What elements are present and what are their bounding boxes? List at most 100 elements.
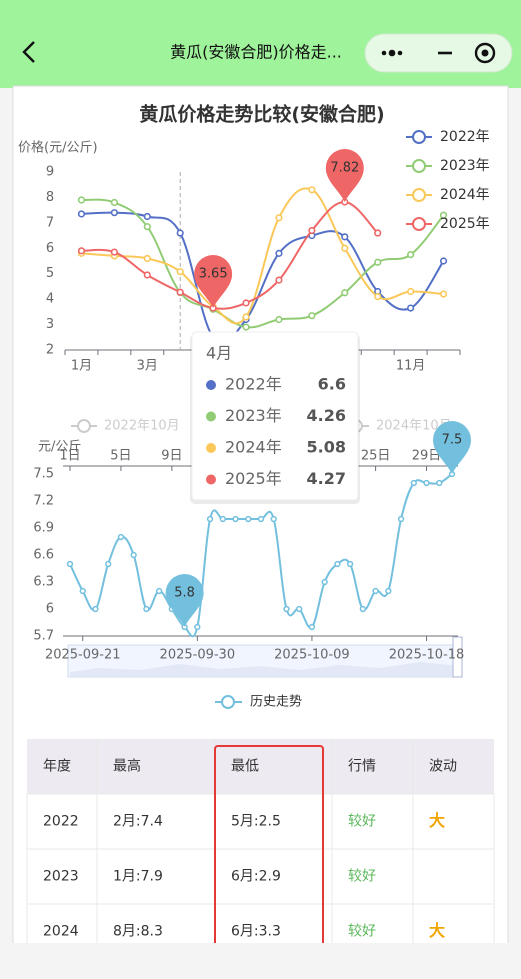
table-header-cell: 年度	[43, 759, 71, 775]
x-tick-label: 3月	[137, 359, 158, 374]
tooltip-name: 2023年	[225, 406, 282, 425]
point	[385, 587, 392, 595]
x-tick-label: 1月	[71, 359, 92, 374]
legend-icon	[77, 419, 91, 433]
legend-label: 2024年	[440, 187, 490, 203]
charts: 黄瓜价格走势比较(安徽合肥)价格(元/公斤)234567891月3月5月7月9月…	[18, 103, 490, 710]
point	[439, 257, 448, 265]
mark-pin	[325, 149, 364, 203]
point	[242, 313, 250, 321]
point	[79, 587, 86, 595]
mark-pin-label: 5.8	[174, 586, 195, 601]
table-cell: 大	[429, 921, 445, 940]
y-tick-label: 5	[46, 266, 54, 281]
mark-pin	[433, 421, 471, 474]
legend-icon	[412, 188, 426, 202]
point	[105, 560, 112, 568]
data-zoom-shadow	[70, 662, 460, 676]
mark-pin-label: 7.82	[330, 161, 359, 176]
point	[143, 271, 151, 279]
point	[130, 551, 137, 559]
point	[410, 479, 417, 487]
point	[346, 560, 354, 568]
y-tick-label: 6	[46, 602, 54, 617]
point	[155, 587, 163, 595]
mark-pin-label: 7.5	[442, 433, 463, 448]
more-button[interactable]	[381, 49, 403, 57]
point	[283, 605, 290, 613]
y-tick-label: 6.3	[33, 575, 54, 590]
point	[194, 623, 201, 631]
point	[407, 251, 415, 259]
point	[219, 515, 226, 523]
table-cell: 较好	[348, 924, 376, 940]
point	[110, 209, 118, 217]
tooltip-dot	[206, 443, 216, 453]
table-cell: 6月:3.3	[231, 924, 281, 940]
point	[143, 254, 151, 263]
legend-label: 2024年10月	[376, 419, 452, 434]
table-cell: 2月:7.4	[113, 814, 163, 830]
point	[374, 229, 382, 237]
x-tick-label: 2025-09-30	[160, 648, 236, 663]
tooltip-value: 5.08	[307, 438, 346, 457]
point	[275, 315, 283, 324]
close-button[interactable]	[474, 42, 496, 64]
point	[257, 515, 265, 523]
point	[341, 289, 349, 297]
x-tick-label: 11月	[396, 359, 426, 374]
y-tick-label: 5.7	[33, 629, 54, 644]
y-tick-label: 7.5	[33, 467, 54, 482]
point	[110, 198, 118, 207]
point	[77, 196, 86, 204]
top-tick-label: 5日	[110, 449, 131, 464]
legend-label: 2023年	[440, 158, 490, 174]
table-cell: 较好	[348, 814, 376, 830]
point	[92, 605, 99, 613]
bottom-mask	[0, 943, 521, 979]
x-tick-label: 2025-10-09	[274, 648, 350, 663]
point	[176, 288, 184, 296]
tooltip-dot	[206, 474, 216, 485]
table-cell: 1月:7.9	[113, 869, 163, 885]
legend-label: 历史走势	[250, 694, 302, 710]
tooltip-layer: 4月 2022年 6.6 2023年 4.26 2024年 5.08 2025年 4.27	[190, 331, 360, 504]
legend-icon	[412, 159, 426, 173]
point	[423, 479, 430, 487]
y-tick-label: 2	[46, 343, 54, 358]
table-row	[26, 848, 495, 905]
mark-pin-label: 3.65	[199, 267, 228, 282]
table-row	[26, 793, 495, 850]
table-cell: 8月:8.3	[113, 924, 163, 940]
point	[374, 293, 382, 301]
y-tick-label: 6	[46, 241, 54, 256]
point	[359, 605, 367, 613]
point	[397, 515, 405, 523]
point	[407, 304, 415, 312]
legend-icon	[221, 695, 235, 709]
point	[308, 312, 316, 320]
point	[407, 287, 415, 296]
point	[242, 299, 250, 307]
table-header-cell: 最高	[113, 758, 141, 775]
point	[143, 212, 151, 221]
legend-icon	[412, 130, 426, 144]
chart-title: 黄瓜价格走势比较(安徽合肥)	[139, 103, 384, 126]
nav-title: 黄瓜(安徽合肥)价格走...	[170, 43, 342, 62]
table-header-cell: 最低	[231, 759, 259, 775]
back-button[interactable]	[22, 41, 35, 63]
point	[77, 247, 86, 255]
data-zoom-handle	[452, 636, 463, 678]
point	[374, 258, 382, 266]
point	[439, 211, 448, 219]
point	[308, 186, 316, 194]
point	[242, 323, 250, 331]
tooltip-title: 4月	[206, 344, 232, 363]
point	[341, 233, 349, 241]
y-tick-label: 8	[46, 190, 54, 205]
tooltip-name: 2024年	[225, 438, 282, 457]
point	[296, 605, 303, 613]
